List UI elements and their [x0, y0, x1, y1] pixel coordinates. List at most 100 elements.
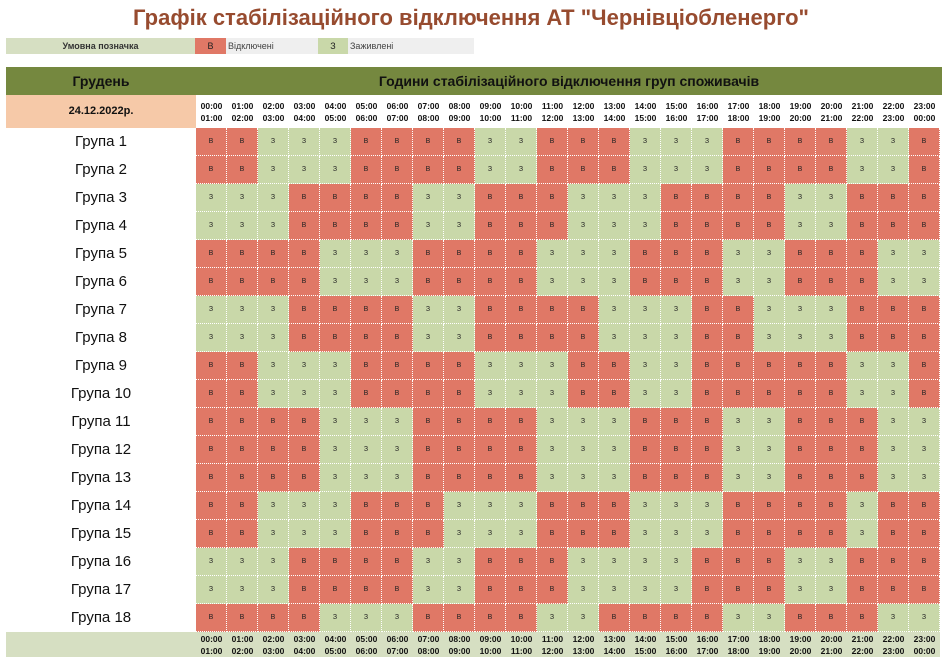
schedule-cell: В — [847, 324, 878, 352]
time-from: 04:00 — [324, 633, 347, 644]
schedule-cell: В — [816, 380, 847, 408]
top-time-slot: 13:00 14:00 — [599, 95, 630, 128]
time-from: 00:00 — [200, 100, 223, 111]
table-row: Група 13 В В В В З З З В В В В З З З В В В З З В В В З З — [6, 464, 942, 492]
schedule-cell: З — [537, 380, 568, 408]
schedule-cell: В — [785, 380, 816, 408]
schedule-cell: З — [909, 464, 940, 492]
schedule-cell: З — [661, 296, 692, 324]
time-from: 14:00 — [634, 100, 657, 111]
time-from: 08:00 — [448, 100, 471, 111]
schedule-cell: В — [227, 436, 258, 464]
schedule-cell: В — [630, 436, 661, 464]
group-name: Група 2 — [6, 156, 196, 184]
table-row: Група 17 З З З В В В В З З В В В З З З З В В В З З В В В — [6, 576, 942, 604]
schedule-cell: В — [289, 184, 320, 212]
schedule-cell: З — [878, 604, 909, 632]
schedule-cell: В — [382, 380, 413, 408]
legend-off-swatch: В — [195, 38, 226, 54]
schedule-cell: В — [847, 464, 878, 492]
time-from: 21:00 — [851, 100, 874, 111]
schedule-cell: В — [475, 184, 506, 212]
group-name: Група 16 — [6, 548, 196, 576]
time-to: 07:00 — [386, 645, 409, 656]
time-to: 21:00 — [820, 645, 843, 656]
schedule-cell: В — [723, 380, 754, 408]
schedule-cell: З — [909, 268, 940, 296]
group-name: Група 3 — [6, 184, 196, 212]
bottom-time-slot: 17:00 18:00 — [723, 632, 754, 657]
top-time-slot: 05:00 06:00 — [351, 95, 382, 128]
schedule-cell: В — [444, 436, 475, 464]
schedule-cell: В — [816, 156, 847, 184]
schedule-cell: В — [785, 268, 816, 296]
schedule-cell: З — [475, 128, 506, 156]
schedule-cell: В — [413, 408, 444, 436]
time-from: 05:00 — [355, 100, 378, 111]
schedule-cell: З — [351, 240, 382, 268]
schedule-cell: З — [320, 240, 351, 268]
schedule-cell: В — [537, 324, 568, 352]
schedule-cell: В — [413, 492, 444, 520]
group-name: Група 14 — [6, 492, 196, 520]
time-from: 11:00 — [541, 633, 564, 644]
schedule-cell: З — [661, 576, 692, 604]
schedule-cell: В — [320, 212, 351, 240]
schedule-cell: З — [382, 240, 413, 268]
schedule-cell: В — [754, 492, 785, 520]
schedule-cell: З — [847, 352, 878, 380]
time-to: 17:00 — [696, 112, 719, 123]
bottom-time-slot: 12:00 13:00 — [568, 632, 599, 657]
schedule-cell: В — [227, 352, 258, 380]
time-to: 19:00 — [758, 112, 781, 123]
top-time-slot: 00:00 01:00 — [196, 95, 227, 128]
schedule-cell: В — [227, 520, 258, 548]
time-to: 03:00 — [262, 112, 285, 123]
schedule-cell: З — [258, 212, 289, 240]
schedule-cell: З — [599, 436, 630, 464]
time-from: 17:00 — [727, 100, 750, 111]
schedule-cell: З — [320, 352, 351, 380]
schedule-cell: З — [630, 520, 661, 548]
schedule-cell: В — [506, 296, 537, 324]
schedule-cell: В — [351, 296, 382, 324]
schedule-cell: В — [258, 268, 289, 296]
schedule-cell: З — [413, 296, 444, 324]
schedule-cell: В — [444, 156, 475, 184]
schedule-cell: В — [909, 520, 940, 548]
schedule-cell: З — [506, 380, 537, 408]
schedule-cell: З — [475, 156, 506, 184]
schedule-cell: В — [568, 156, 599, 184]
schedule-cell: В — [196, 436, 227, 464]
bottom-time-slot: 10:00 11:00 — [506, 632, 537, 657]
schedule-cell: З — [816, 296, 847, 324]
schedule-cell: З — [878, 352, 909, 380]
schedule-cell: В — [692, 464, 723, 492]
schedule-cell: В — [661, 604, 692, 632]
schedule-cell: В — [227, 268, 258, 296]
time-from: 19:00 — [789, 100, 812, 111]
schedule-cell: В — [351, 548, 382, 576]
schedule-cell: В — [754, 548, 785, 576]
schedule-cell: В — [568, 352, 599, 380]
schedule-cell: В — [816, 464, 847, 492]
schedule-cell: З — [630, 184, 661, 212]
schedule-cell: З — [785, 184, 816, 212]
schedule-cell: В — [320, 324, 351, 352]
schedule-cell: З — [630, 492, 661, 520]
schedule-cell: З — [444, 492, 475, 520]
time-header-row: 24.12.2022р. 00:00 01:00 01:00 02:00 02:00 03… — [6, 95, 942, 128]
schedule-cell: В — [382, 212, 413, 240]
schedule-cell: З — [630, 156, 661, 184]
schedule-cell: З — [258, 576, 289, 604]
time-from: 16:00 — [696, 100, 719, 111]
schedule-cell: В — [351, 352, 382, 380]
schedule-cell: В — [444, 268, 475, 296]
schedule-cell: В — [692, 268, 723, 296]
time-to: 12:00 — [541, 112, 564, 123]
schedule-cell: В — [723, 576, 754, 604]
schedule-cell: В — [537, 576, 568, 604]
time-to: 20:00 — [789, 645, 812, 656]
